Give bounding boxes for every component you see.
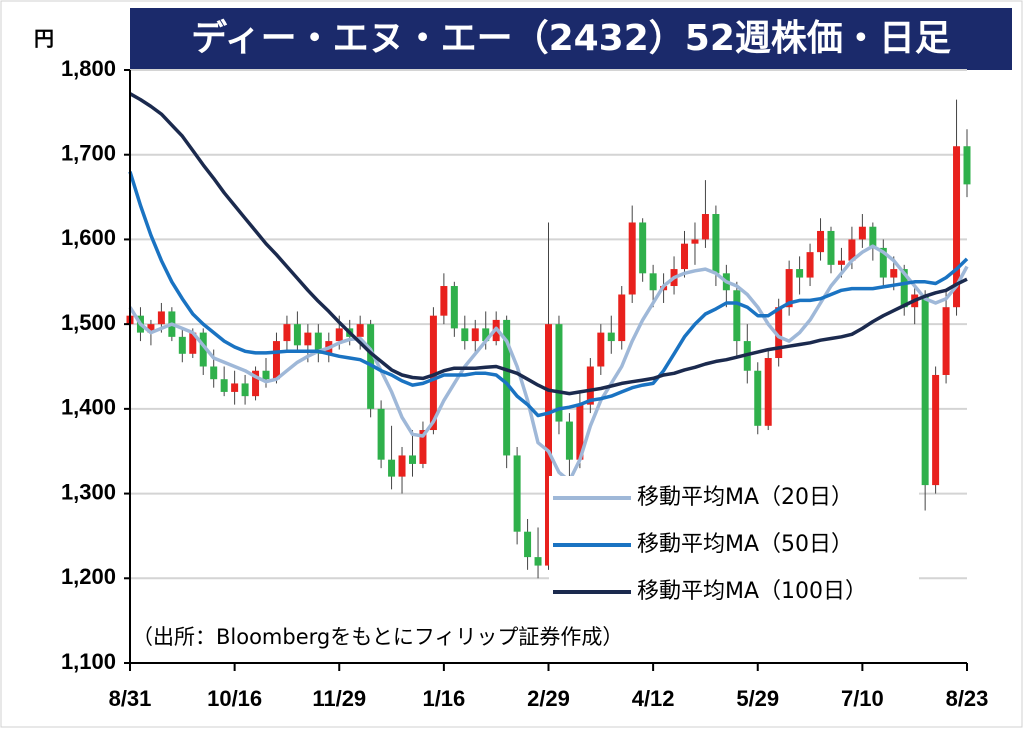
candle-body [576,404,584,460]
candle-body [806,252,814,278]
candle-body [231,383,239,392]
candle-body [565,421,573,460]
y-tick-label: 1,600 [61,225,116,250]
candle-body [178,336,186,354]
candle-body [879,247,887,278]
y-unit: 円 [34,27,54,51]
candle-body [649,273,657,291]
x-tick-label: 4/12 [632,686,675,711]
y-tick-label: 1,700 [61,141,116,166]
legend-label: 移動平均MA（20日） [637,485,853,510]
candle-body [272,341,280,380]
candle-body [503,319,511,456]
y-tick-label: 1,500 [61,310,116,335]
candle-body [691,239,699,244]
candle-body [241,383,249,397]
candle-body [837,260,845,265]
candle-body [639,222,647,274]
chart-title: ディー・エヌ・エー（2432）52週株価・日足 [191,17,951,59]
candle-body [942,307,950,375]
candle-body [869,226,877,248]
y-tick-label: 1,400 [61,395,116,420]
candle-body [858,226,866,240]
candle-body [817,230,825,253]
candle-body [681,243,689,270]
legend-label: 移動平均MA（50日） [637,532,853,557]
candle-body [607,332,615,342]
candle-body [524,531,532,558]
candle-body [419,430,427,464]
candle-body [147,324,155,333]
x-tick-label: 1/16 [422,686,465,711]
candle-body [775,307,783,359]
candle-body [932,374,940,486]
ma-line [128,171,969,418]
candle-body [461,328,469,342]
candle-body [848,239,856,261]
candle-body [283,324,291,342]
candle-body [450,286,458,329]
candle-body [712,214,720,274]
source-note: （出所：Bloombergをもとにフィリップ証券作成） [132,625,623,649]
candle-body [545,324,552,566]
candle-body [963,146,971,185]
candle-body [388,459,396,477]
candle-body [356,324,364,337]
candle-body [262,370,270,380]
ma-line [128,244,969,483]
candle-body [827,230,835,265]
candle-body [597,332,605,367]
candle-body [471,328,479,342]
candle-body [304,332,312,346]
candle-body [377,408,385,460]
candle-body [785,269,793,308]
candle-body [157,311,165,325]
candle-body [314,332,322,354]
title-banner [130,8,1012,70]
y-tick-label: 1,100 [61,649,116,674]
candle-body [628,222,636,295]
candle-body [408,455,416,464]
legend-label: 移動平均MA（100日） [637,579,867,604]
y-tick-label: 1,200 [61,564,116,589]
candle-body [701,214,709,240]
y-tick-label: 1,300 [61,479,116,504]
candle-body [534,557,542,566]
candle-body [199,332,207,367]
candle-body [618,294,626,342]
candle-body [440,286,448,316]
candle-body [220,379,228,392]
candle-body [764,358,772,426]
x-tick-label: 8/31 [109,686,152,711]
candle-body [482,328,490,342]
y-tick-label: 1,800 [61,56,116,81]
x-tick-label: 8/23 [946,686,989,711]
candle-body [586,366,594,405]
candle-body [796,269,804,278]
candle-body [733,290,741,342]
x-tick-label: 10/16 [207,686,262,711]
candle-body [210,366,218,380]
candle-body [293,324,301,346]
ma-line [129,92,968,396]
candle-body [953,146,961,308]
candle-body [555,324,563,422]
candle-body [429,315,437,431]
candle-body [513,455,521,532]
x-tick-label: 2/29 [527,686,570,711]
candle-body [890,269,898,278]
x-tick-label: 5/29 [736,686,779,711]
candle-body [335,328,343,342]
x-tick-label: 11/29 [312,686,366,711]
candle-body [252,370,260,397]
candle-body [921,294,929,486]
x-tick-label: 7/10 [841,686,884,711]
candle-body [398,455,406,477]
candle-body [900,269,908,308]
candle-body [189,332,197,354]
candle-body [754,370,762,426]
